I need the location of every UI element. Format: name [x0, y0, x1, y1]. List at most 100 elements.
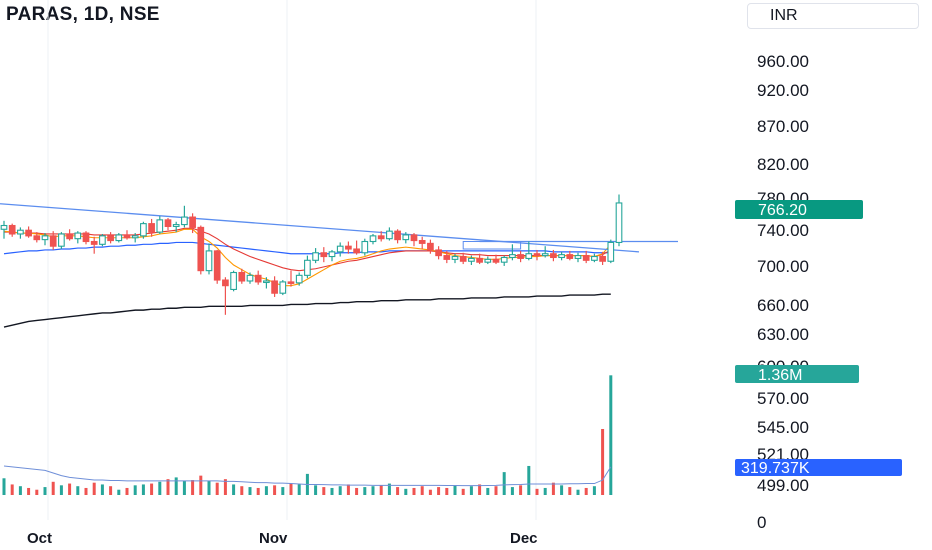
volume-ma-line: [3, 465, 612, 487]
volume-bar: [584, 487, 588, 495]
candle-down: [238, 271, 246, 282]
candle-down: [410, 234, 418, 242]
candle-down: [254, 274, 262, 283]
price-axis-tick: 740.00: [757, 221, 809, 240]
candle-up: [591, 255, 598, 261]
volume-bar: [27, 487, 31, 495]
volume-bar: [510, 487, 514, 495]
last-price-tag: [735, 200, 863, 219]
candle-up: [246, 274, 254, 282]
candle-down: [476, 257, 483, 263]
volume-bar: [502, 472, 506, 495]
candle-up: [58, 233, 65, 247]
candle-up: [156, 219, 164, 233]
volume-bar: [338, 486, 342, 495]
volume-bar: [281, 487, 285, 495]
price-axis-tick: 700.00: [757, 257, 809, 276]
price-axis-tick: 960.00: [757, 52, 809, 71]
candle-up: [468, 257, 475, 262]
volume-bar: [469, 486, 473, 495]
volume-bar: [150, 483, 154, 495]
candle-up: [558, 254, 565, 259]
candle-up: [131, 235, 139, 239]
candle-up: [181, 216, 188, 226]
candle-down: [189, 216, 196, 228]
price-axis-tick: 870.00: [757, 117, 809, 136]
candle-down: [599, 255, 606, 262]
candle-up: [336, 245, 344, 253]
candle-up: [304, 259, 311, 276]
candle-up: [386, 230, 393, 240]
volume-bar: [494, 486, 498, 495]
candle-down: [66, 233, 73, 240]
candle-down: [107, 235, 114, 242]
volume-bar: [84, 487, 88, 495]
volume-bar: [207, 480, 211, 495]
volume-bar: [519, 485, 523, 495]
candle-down: [459, 255, 467, 262]
candle-down: [320, 252, 328, 258]
volume-ma-tag: [735, 459, 902, 476]
volume-bar: [174, 477, 178, 495]
volume-axis-tick: 0: [757, 513, 766, 532]
volume-bar: [560, 485, 564, 495]
volume-bar: [461, 488, 465, 495]
candle-up: [279, 281, 287, 294]
candle-down: [25, 229, 32, 237]
volume-bar: [232, 484, 236, 495]
volume-bar: [314, 485, 318, 495]
candle-up: [41, 235, 49, 241]
time-axis-label: Nov: [259, 530, 288, 547]
candle-down: [550, 253, 557, 259]
volume-bar: [420, 486, 424, 495]
candle-down: [213, 250, 221, 281]
volume-bar: [264, 486, 268, 495]
volume-bar: [2, 478, 6, 495]
volume-bar: [379, 485, 383, 495]
candle-up: [205, 250, 213, 272]
currency-button[interactable]: INR: [747, 3, 919, 29]
volume-bar: [551, 482, 555, 495]
candle-up: [451, 255, 459, 260]
volume-bar: [371, 486, 375, 495]
candle-up: [74, 232, 82, 240]
time-axis-label: Oct: [27, 530, 52, 547]
range-box: [462, 241, 522, 250]
volume-bar: [576, 489, 580, 495]
volume-bar: [51, 481, 55, 495]
candle-up: [369, 235, 377, 243]
volume-bar: [363, 487, 367, 495]
volume-bar: [92, 482, 96, 495]
volume-bar: [191, 480, 195, 495]
volume-bar: [404, 488, 408, 495]
volume-bar: [346, 484, 350, 495]
candle-down: [123, 234, 131, 239]
volume-bar: [289, 483, 293, 495]
trendline: [0, 203, 640, 253]
volume-bar: [322, 487, 326, 495]
volume-bar: [601, 429, 605, 495]
last-volume-label: 1.36M: [758, 367, 802, 384]
candle-down: [271, 280, 278, 294]
volume-bar: [141, 484, 145, 495]
volume-bar: [59, 485, 63, 495]
volume-bar: [330, 487, 334, 495]
volume-bar: [543, 487, 547, 495]
candle-down: [197, 226, 205, 272]
volume-bar: [609, 375, 613, 495]
candle-down: [222, 279, 229, 287]
price-axis-tick: 630.00: [757, 325, 809, 344]
volume-bar: [486, 487, 490, 495]
ma-long-line: [3, 293, 611, 328]
volume-bar: [568, 487, 572, 495]
volume-bar: [297, 484, 301, 495]
volume-bar: [273, 485, 277, 495]
volume-bar: [223, 479, 227, 495]
volume-bar: [412, 487, 416, 495]
price-axis-tick: 660.00: [757, 296, 809, 315]
candle-up: [361, 240, 369, 254]
volume-bar: [478, 484, 482, 495]
candle-up: [295, 274, 303, 284]
volume-bar: [125, 487, 129, 495]
